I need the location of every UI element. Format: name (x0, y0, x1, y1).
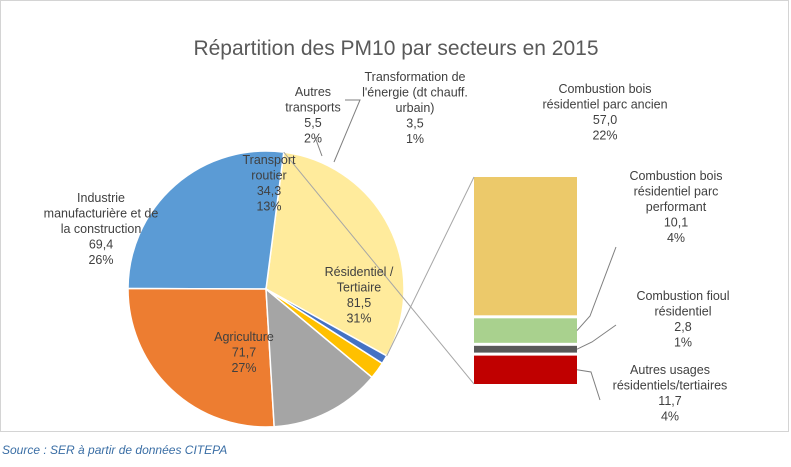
breakdown-segment (474, 355, 577, 384)
breakdown-bar-group (283, 151, 577, 385)
chart-frame (0, 0, 789, 432)
breakdown-segment (474, 345, 577, 353)
label-group: Résidentiel / Tertiaire 81,5 31% Agriculture… (44, 70, 730, 424)
slice-label: Agriculture 71,7 27% (214, 330, 274, 375)
segment-label: Combustion fioul résidentiel 2,8 1% (636, 289, 729, 350)
pie-slice (127, 287, 275, 428)
segment-label: Autres usages résidentiels/tertiaires 11,7… (613, 363, 728, 424)
leader-line (576, 246, 617, 331)
breakdown-segment (474, 177, 577, 316)
connector-line (283, 151, 475, 385)
slice-label: Industrie manufacturière et de la construc… (44, 191, 159, 267)
source-note: Source : SER à partir de données CITEPA (2, 443, 228, 457)
slice-label: Autres transports 5,5 2% (285, 85, 341, 146)
breakdown-segment (474, 318, 577, 343)
pie-slice (265, 287, 374, 428)
leader-line (576, 369, 601, 401)
connector-line (386, 176, 475, 357)
pie-group (127, 150, 405, 428)
slice-label: Transport routier 34,3 13% (242, 153, 296, 214)
leader-line (576, 324, 617, 350)
pie-slice (265, 288, 388, 365)
chart-title: Répartition des PM10 par secteurs en 201… (193, 37, 598, 60)
leader-line (314, 136, 323, 157)
segment-label: Combustion bois résidentiel parc performan… (629, 169, 722, 245)
slice-label: Transformation de l'énergie (dt chauff. ur… (362, 70, 468, 146)
leader-line (333, 99, 361, 163)
pie-slice (265, 151, 405, 357)
pie-slice (127, 150, 285, 290)
slice-label: Résidentiel / Tertiaire 81,5 31% (325, 265, 394, 326)
segment-label: Combustion bois résidentiel parc ancien 57… (542, 82, 667, 143)
